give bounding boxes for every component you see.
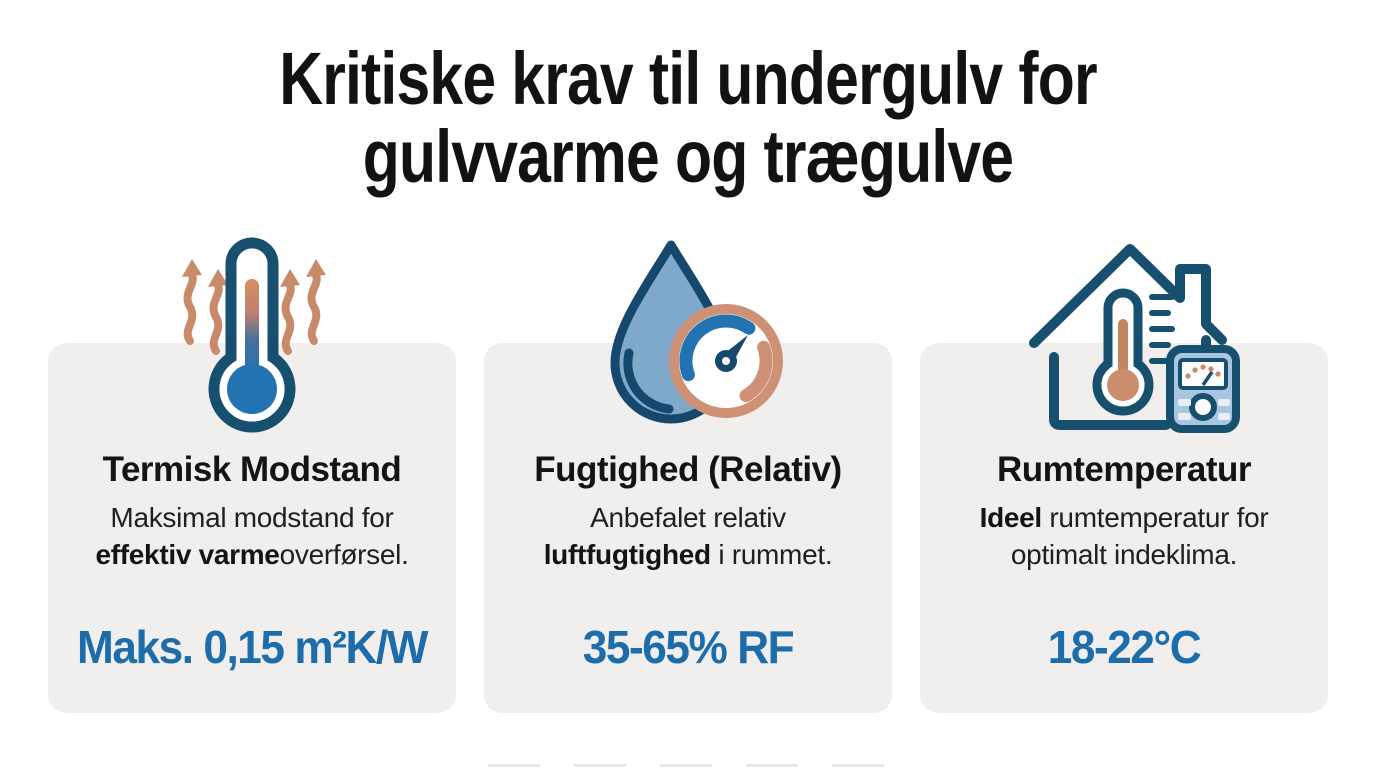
- room-temperature-value: 18-22°C: [1047, 621, 1202, 673]
- card-room-temperature: Rumtemperatur Ideel rumtemperatur for op…: [920, 244, 1328, 713]
- description-line-2: luftfugtighed i rummet.: [543, 539, 833, 570]
- humidity-value: 35-65% RF: [582, 621, 795, 673]
- card-title: Termisk Modstand: [102, 450, 402, 489]
- cropped-footer-marks: [488, 764, 884, 767]
- description-line-2: optimalt indeklima.: [1010, 539, 1238, 570]
- description-line-1: Ideel rumtemperatur for: [979, 502, 1269, 533]
- card-thermal-resistance: Termisk Modstand Maksimal modstand for e…: [48, 237, 456, 713]
- description-line-1: Maksimal modstand for: [110, 502, 394, 533]
- card-title: Fugtighed (Relativ): [534, 450, 842, 489]
- page-title-line-1: Kritiske krav til undergulv for: [279, 37, 1097, 120]
- page-title: Kritiske krav til undergulv for gulvvarm…: [124, 40, 1252, 196]
- card-description: Maksimal modstand for effektiv varmeover…: [48, 491, 456, 573]
- card-title: Rumtemperatur: [996, 450, 1252, 489]
- description-line-2: effektiv varmeoverførsel.: [95, 539, 409, 570]
- page-title-line-2: gulvvarme og trægulve: [362, 115, 1014, 198]
- card-description: Ideel rumtemperatur for optimalt indekli…: [920, 491, 1328, 573]
- thermal-resistance-value: Maks. 0,15 m²K/W: [76, 621, 428, 673]
- requirement-cards: Termisk Modstand Maksimal modstand for e…: [48, 237, 1328, 713]
- description-line-1: Anbefalet relativ: [590, 502, 786, 533]
- card-humidity: Fugtighed (Relativ) Anbefalet relativ lu…: [484, 240, 892, 713]
- card-description: Anbefalet relativ luftfugtighed i rummet…: [484, 491, 892, 573]
